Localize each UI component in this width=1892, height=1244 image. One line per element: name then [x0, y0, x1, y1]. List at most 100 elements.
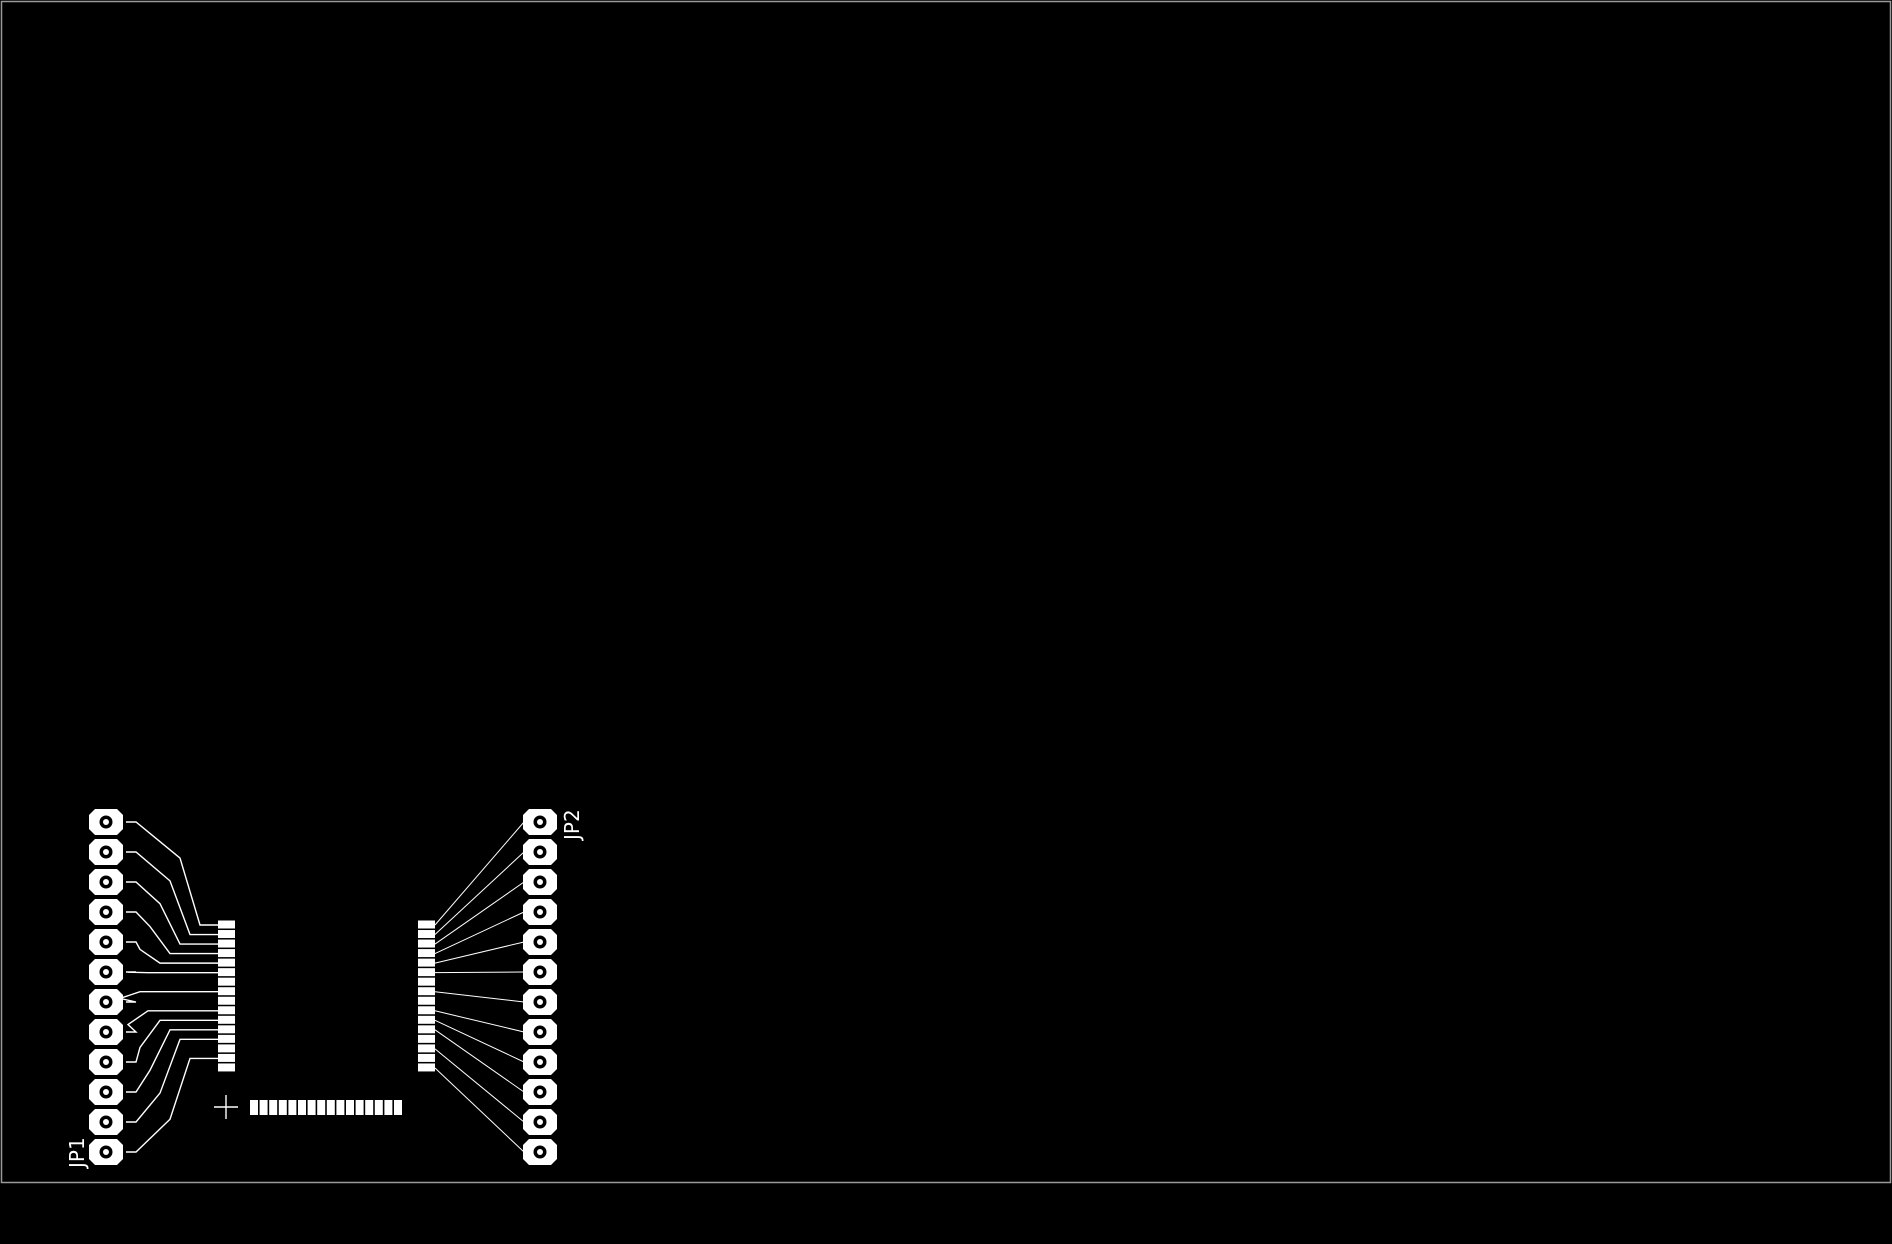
- jp2-pad: [523, 869, 557, 895]
- jp2-pad: [523, 1049, 557, 1075]
- trace: [434, 1010, 525, 1033]
- jp2-designator: JP2: [560, 809, 584, 842]
- ic-bottom-pad: [269, 1100, 278, 1115]
- ic-bottom-pad: [374, 1100, 383, 1115]
- jp2-pad: [523, 809, 557, 835]
- ic-right-pad: [418, 920, 435, 929]
- ic-bottom-pad: [384, 1100, 393, 1115]
- trace: [434, 991, 525, 1003]
- trace: [126, 941, 218, 964]
- ic-left-pad: [218, 996, 235, 1005]
- trace: [434, 881, 525, 945]
- jp2-pad: [523, 839, 557, 865]
- ic-right-pad: [418, 1006, 435, 1015]
- ic-left-pad: [218, 958, 235, 967]
- ic-bottom-pad: [298, 1100, 306, 1115]
- ic-left-pad: [218, 968, 235, 977]
- ic-bottom-pad: [317, 1100, 326, 1115]
- trace: [434, 1067, 525, 1153]
- board-outline: [0, 0, 1892, 1184]
- ic-right-pad: [418, 1034, 435, 1043]
- ic-left-pad: [218, 1015, 235, 1024]
- jp1-pad: [89, 809, 123, 835]
- ic-bottom-pad: [336, 1100, 345, 1115]
- ic-bottom-pad: [394, 1100, 402, 1115]
- trace: [434, 821, 525, 926]
- ic-left-pad: [218, 949, 235, 958]
- ic-right-pad: [418, 939, 435, 948]
- ic-bottom-pad: [346, 1100, 354, 1115]
- jp1-pad: [89, 1109, 123, 1135]
- ic-bottom-pad: [326, 1100, 335, 1115]
- trace: [434, 1048, 525, 1123]
- trace: [434, 911, 525, 955]
- ic-left-pad: [218, 939, 235, 948]
- ic-right-pad: [418, 1053, 435, 1062]
- trace: [434, 1019, 525, 1063]
- ic-right-pad: [418, 1063, 435, 1072]
- jp2-pad: [523, 929, 557, 955]
- jp1-pad: [89, 959, 123, 985]
- ic-bottom-pad: [355, 1100, 364, 1115]
- ic-left-pad: [218, 1006, 235, 1015]
- smd-pads-layer: [218, 920, 435, 1115]
- ic-bottom-pad: [250, 1100, 258, 1115]
- ic-left-pad: [218, 1063, 235, 1072]
- jp1-pad: [89, 1079, 123, 1105]
- jp2-pad: [523, 959, 557, 985]
- ic-right-pad: [418, 1044, 435, 1053]
- trace: [126, 1019, 218, 1063]
- jp1-pad: [89, 929, 123, 955]
- ic-left-pad: [218, 1044, 235, 1053]
- trace: [126, 1038, 218, 1123]
- trace: [126, 971, 218, 974]
- through-hole-pads-layer: [89, 809, 557, 1165]
- jp1-pad: [89, 1019, 123, 1045]
- ic-left-pad: [218, 1034, 235, 1043]
- ic-left-pad: [218, 977, 235, 986]
- trace: [126, 1010, 218, 1033]
- trace: [434, 1029, 525, 1093]
- ic-left-pad: [218, 920, 235, 929]
- ic-bottom-pad: [307, 1100, 316, 1115]
- jp2-pad: [523, 1079, 557, 1105]
- jp1-designator: JP1: [65, 1137, 89, 1170]
- jp1-pad: [89, 1139, 123, 1165]
- crosshair-icon: [214, 1095, 238, 1119]
- ic-right-pad: [418, 949, 435, 958]
- jp2-pad: [523, 899, 557, 925]
- jp2-pad: [523, 1019, 557, 1045]
- jp1-pad: [89, 1049, 123, 1075]
- ic-right-pad: [418, 968, 435, 977]
- trace: [126, 1057, 218, 1153]
- trace: [126, 911, 218, 955]
- ic-right-pad: [418, 977, 435, 986]
- traces-layer: [117, 821, 525, 1153]
- trace: [126, 881, 218, 945]
- jp1-pad: [89, 989, 123, 1015]
- trace: [126, 1029, 218, 1093]
- trace: [126, 821, 218, 926]
- ic-right-pad: [418, 1025, 435, 1034]
- jp2-pad: [523, 1139, 557, 1165]
- trace: [434, 851, 525, 935]
- ic-left-pad: [218, 987, 235, 996]
- ic-bottom-pad: [259, 1100, 268, 1115]
- ic-right-pad: [418, 1015, 435, 1024]
- ic-right-pad: [418, 930, 435, 939]
- trace: [434, 941, 525, 964]
- trace: [434, 971, 525, 974]
- jp2-pad: [523, 989, 557, 1015]
- trace: [126, 851, 218, 936]
- ic-bottom-pad: [288, 1100, 297, 1115]
- ic-bottom-pad: [365, 1100, 374, 1115]
- ic-left-pad: [218, 1025, 235, 1034]
- ic-bottom-pad: [278, 1100, 287, 1115]
- jp1-pad: [89, 839, 123, 865]
- ic-right-pad: [418, 987, 435, 996]
- ic-left-pad: [218, 930, 235, 939]
- ic-right-pad: [418, 958, 435, 967]
- jp2-pad: [523, 1109, 557, 1135]
